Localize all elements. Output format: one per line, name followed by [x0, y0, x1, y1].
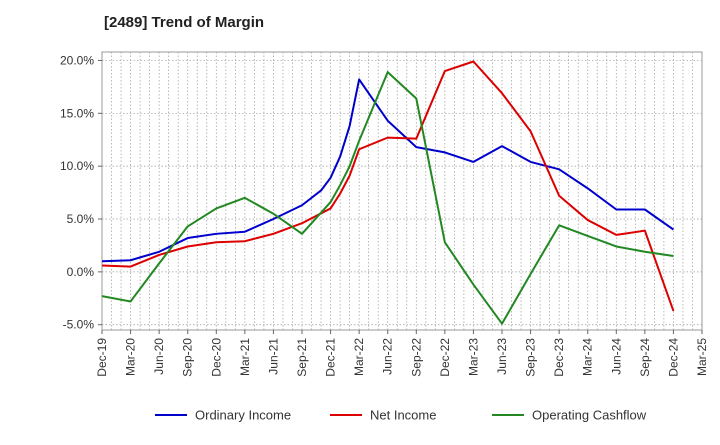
plot-area	[101, 51, 703, 331]
x-tick-label: Sep-23	[524, 338, 538, 377]
x-tick-label: Mar-20	[124, 338, 138, 376]
x-tick-label: Sep-22	[409, 338, 423, 377]
x-tick-label: Jun-23	[495, 338, 509, 375]
x-tick-label: Dec-24	[666, 338, 680, 377]
x-tick-label: Dec-22	[438, 338, 452, 377]
x-tick-label: Mar-23	[466, 338, 480, 376]
legend-label: Ordinary Income	[195, 408, 291, 423]
x-tick-label: Mar-22	[352, 338, 366, 376]
series-line-ordinary-income	[101, 78, 675, 263]
y-tick-label: 0.0%	[67, 265, 95, 279]
y-tick-label: 5.0%	[67, 212, 95, 226]
series-line-net-income	[101, 60, 675, 312]
x-tick-label: Sep-21	[295, 338, 309, 377]
x-tick-label: Jun-24	[609, 338, 623, 375]
x-tick-label: Mar-21	[238, 338, 252, 376]
x-tick-label: Sep-20	[181, 338, 195, 377]
x-tick-label: Mar-24	[581, 338, 595, 376]
x-tick-label: Jun-22	[381, 338, 395, 375]
legend-label: Operating Cashflow	[532, 408, 647, 423]
x-tick-label: Dec-23	[552, 338, 566, 377]
x-tick-label: Jun-20	[152, 338, 166, 375]
y-tick-label: -5.0%	[63, 318, 95, 332]
y-tick-label: 15.0%	[60, 106, 94, 120]
y-tick-label: 20.0%	[60, 53, 94, 67]
x-tick-label: Dec-19	[95, 338, 109, 377]
chart-title: [2489] Trend of Margin	[104, 14, 265, 31]
x-tick-label: Dec-20	[209, 338, 223, 377]
x-tick-label: Sep-24	[638, 338, 652, 377]
series-line-operating-cashflow	[101, 71, 674, 325]
legend-label: Net Income	[370, 408, 436, 423]
y-tick-label: 10.0%	[60, 159, 94, 173]
x-tick-label: Jun-21	[266, 338, 280, 375]
x-tick-label: Mar-25	[695, 338, 709, 376]
x-tick-label: Dec-21	[324, 338, 338, 377]
